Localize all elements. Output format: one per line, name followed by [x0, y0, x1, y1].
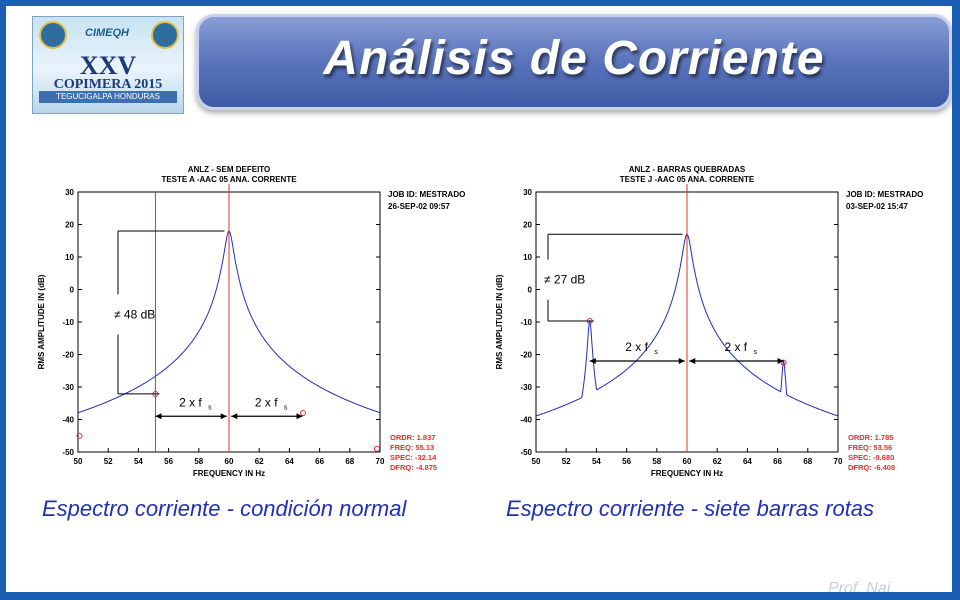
arrowhead-right: [678, 358, 685, 364]
x-tick-label: 52: [104, 457, 113, 466]
arrowhead-right: [296, 413, 303, 420]
readout-dfrq: DFRQ: -6.408: [848, 463, 895, 472]
arrowhead-left: [231, 413, 238, 420]
readout-spec: SPEC: -32.14: [390, 453, 437, 462]
slide: CIMEQH XXV COPIMERA 2015 TEGUCIGALPA HON…: [6, 6, 952, 592]
x-tick-label: 70: [834, 457, 843, 466]
arrowhead-left: [589, 358, 596, 364]
y-tick-label: 0: [70, 286, 75, 295]
chart-subtitle: TESTE A -AAC 05 ANA. CORRENTE: [161, 175, 297, 184]
x-tick-label: 56: [164, 457, 173, 466]
y-tick-label: 20: [65, 221, 74, 230]
arrowhead-left: [155, 413, 162, 420]
readout-spec: SPEC: -9.680: [848, 453, 894, 462]
peak-marker: [76, 432, 83, 439]
chart-normal: ANLZ - SEM DEFEITO TESTE A -AAC 05 ANA. C…: [30, 158, 470, 493]
spacing-label-sub: s: [654, 349, 658, 356]
y-tick-label: -40: [62, 416, 74, 425]
x-tick-label: 52: [562, 457, 571, 466]
spacing-label: 2 x f: [179, 395, 202, 409]
logo-brand: CIMEQH: [85, 27, 129, 39]
readout-dfrq: DFRQ: -4.875: [390, 463, 437, 472]
x-tick-label: 54: [134, 457, 143, 466]
x-tick-label: 50: [532, 457, 541, 466]
y-axis-label: RMS AMPLITUDE IN (dB): [495, 274, 504, 369]
readout-freq: FREQ: 55.13: [390, 443, 434, 452]
y-tick-label: 30: [523, 188, 532, 197]
x-tick-label: 62: [255, 457, 264, 466]
x-tick-label: 56: [622, 457, 631, 466]
chart-title: ANLZ - SEM DEFEITO: [188, 165, 271, 174]
seal-right-icon: [151, 21, 179, 49]
x-tick-label: 60: [683, 457, 692, 466]
x-tick-label: 64: [743, 457, 752, 466]
diff-annotation: ≠ 27 dB: [544, 273, 585, 287]
spacing-label: 2 x f: [625, 340, 648, 354]
watermark: Prof. Nai: [828, 580, 891, 592]
seal-left-icon: [39, 21, 67, 49]
x-tick-label: 64: [285, 457, 294, 466]
y-tick-label: 0: [528, 286, 533, 295]
copimera-logo: CIMEQH XXV COPIMERA 2015 TEGUCIGALPA HON…: [32, 16, 184, 114]
spacing-label-sub: s: [753, 349, 757, 356]
chart-title: ANLZ - BARRAS QUEBRADAS: [629, 165, 746, 174]
y-tick-label: -40: [520, 416, 532, 425]
x-tick-label: 68: [803, 457, 812, 466]
peak-marker: [780, 359, 787, 366]
x-tick-label: 70: [376, 457, 385, 466]
readout-ordr: ORDR: 1.785: [848, 433, 893, 442]
logo-roman: XXV: [79, 51, 137, 80]
y-tick-label: -30: [520, 383, 532, 392]
page-title: Análisis de Corriente: [323, 32, 825, 85]
y-tick-label: 30: [65, 188, 74, 197]
y-tick-label: -10: [62, 318, 74, 327]
y-tick-label: 10: [523, 253, 532, 262]
logo-event: COPIMERA 2015: [53, 77, 163, 92]
y-axis-label: RMS AMPLITUDE IN (dB): [37, 274, 46, 369]
peak-marker: [373, 445, 380, 452]
logo-city: TEGUCIGALPA HONDURAS: [39, 91, 177, 103]
spacing-label-sub: s: [208, 404, 212, 411]
x-tick-label: 68: [345, 457, 354, 466]
x-axis-label: FREQUENCY IN Hz: [193, 469, 265, 478]
y-tick-label: -50: [62, 448, 74, 457]
y-tick-label: -20: [62, 351, 74, 360]
y-tick-label: 20: [523, 221, 532, 230]
job-date: 03-SEP-02 15:47: [846, 202, 908, 211]
job-date: 26-SEP-02 09:57: [388, 202, 450, 211]
readout-freq: FREQ: 53.56: [848, 443, 892, 452]
arrowhead-left: [689, 358, 696, 364]
chart-broken-bars: ANLZ - BARRAS QUEBRADAS TESTE J -AAC 05 A…: [488, 158, 928, 493]
readout-ordr: ORDR: 1.837: [390, 433, 435, 442]
diff-annotation: ≠ 48 dB: [114, 307, 155, 321]
spacing-label-sub: s: [284, 404, 288, 411]
x-tick-label: 58: [652, 457, 661, 466]
x-tick-label: 66: [315, 457, 324, 466]
spacing-label: 2 x f: [724, 340, 747, 354]
title-banner: Análisis de Corriente: [196, 14, 952, 110]
x-tick-label: 58: [194, 457, 203, 466]
x-axis-label: FREQUENCY IN Hz: [651, 469, 723, 478]
x-tick-label: 50: [74, 457, 83, 466]
x-tick-label: 54: [592, 457, 601, 466]
y-tick-label: -10: [520, 318, 532, 327]
y-tick-label: -30: [62, 383, 74, 392]
caption-left: Espectro corriente - condición normal: [42, 496, 407, 521]
caption-right: Espectro corriente - siete barras rotas: [506, 496, 875, 521]
arrowhead-right: [777, 358, 784, 364]
arrowhead-right: [220, 413, 227, 420]
peak-marker: [299, 410, 306, 416]
job-id: JOB ID: MESTRADO: [846, 190, 923, 199]
job-id: JOB ID: MESTRADO: [388, 190, 465, 199]
chart-subtitle: TESTE J -AAC 05 ANA. CORRENTE: [620, 175, 755, 184]
x-tick-label: 60: [225, 457, 234, 466]
y-tick-label: -20: [520, 351, 532, 360]
x-tick-label: 62: [713, 457, 722, 466]
x-tick-label: 66: [773, 457, 782, 466]
spacing-label: 2 x f: [255, 395, 278, 409]
y-tick-label: -50: [520, 448, 532, 457]
y-tick-label: 10: [65, 253, 74, 262]
